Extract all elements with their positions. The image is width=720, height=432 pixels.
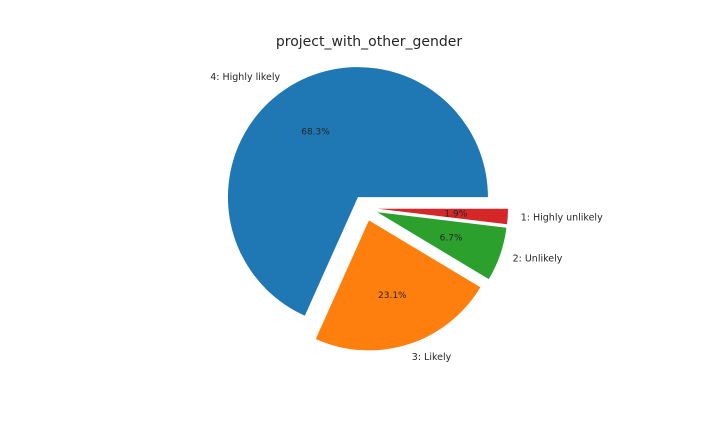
slice-category-label: 1: Highly unlikely: [521, 212, 603, 223]
pie-slice: [227, 67, 488, 316]
pie-slice: [377, 208, 508, 225]
slice-percent-label: 68.3%: [301, 128, 330, 138]
slice-category-label: 3: Likely: [412, 352, 452, 363]
pie-slice: [377, 212, 507, 280]
chart-title: project_with_other_gender: [276, 34, 462, 50]
pie-slice: [315, 220, 481, 351]
pie-labels: 1.9% 1: Highly unlikely 6.7% 2: Unlikely 23.…: [210, 72, 603, 363]
slice-percent-label: 23.1%: [378, 291, 407, 301]
pie-slices: [227, 67, 508, 351]
slice-percent-label: 1.9%: [444, 209, 467, 219]
slice-category-label: 4: Highly likely: [210, 72, 280, 83]
slice-percent-label: 6.7%: [440, 233, 463, 243]
slice-category-label: 2: Unlikely: [513, 254, 563, 265]
